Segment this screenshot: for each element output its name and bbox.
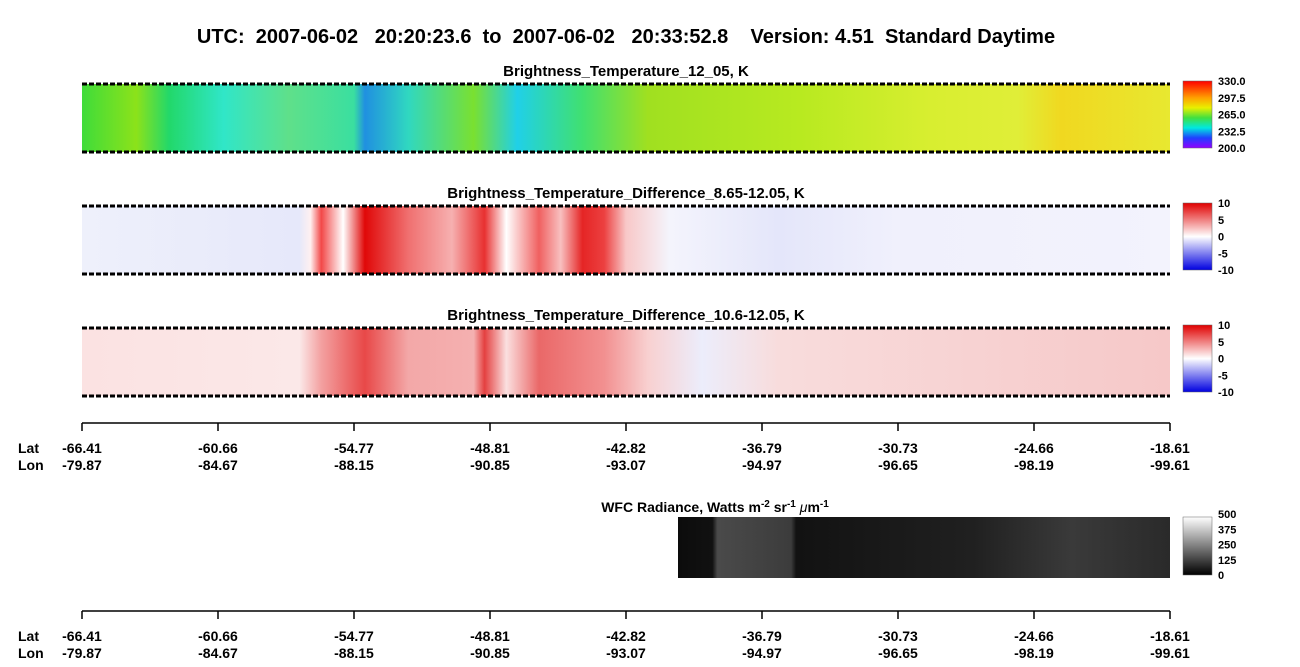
lat-tick-label: -66.41 <box>62 628 102 644</box>
colorbar-tick-label: 200.0 <box>1218 143 1246 155</box>
lat-tick-label: -54.77 <box>334 628 374 644</box>
lat-tick-label: -24.66 <box>1014 628 1054 644</box>
lon-label: Lon <box>18 457 44 473</box>
wfc-title-part: μ <box>799 499 808 515</box>
lon-tick-label: -88.15 <box>334 645 374 661</box>
colorbar-tick-label: 0 <box>1218 570 1224 582</box>
lon-tick-label: -94.97 <box>742 645 782 661</box>
lon-tick-label: -84.67 <box>198 645 238 661</box>
lon-tick-label: -99.61 <box>1150 645 1190 661</box>
page-title: UTC: 2007-06-02 20:20:23.6 to 2007-06-02… <box>197 26 1055 48</box>
colorbar-tick-label: 10 <box>1218 320 1230 332</box>
wfc-image <box>678 517 1170 578</box>
wfc-title-part: -1 <box>787 499 796 510</box>
panel-image <box>82 206 1170 274</box>
colorbar-tick-label: 500 <box>1218 509 1236 521</box>
lat-tick-label: -60.66 <box>198 628 238 644</box>
wfc-title-part: WFC Radiance, Watts m <box>601 499 761 515</box>
colorbar <box>1182 202 1213 271</box>
panel-image <box>82 84 1170 152</box>
colorbar-tick-label: -10 <box>1218 387 1234 399</box>
lon-tick-label: -90.85 <box>470 457 510 473</box>
lat-tick-label: -42.82 <box>606 628 646 644</box>
lat-tick-label: -54.77 <box>334 440 374 456</box>
lat-tick-label: -30.73 <box>878 440 918 456</box>
lat-label: Lat <box>18 440 39 456</box>
lon-tick-label: -93.07 <box>606 457 646 473</box>
panel-title: Brightness_Temperature_12_05, K <box>503 63 749 80</box>
colorbar-tick-label: -5 <box>1218 370 1228 382</box>
panel-title: Brightness_Temperature_Difference_10.6-1… <box>447 307 805 324</box>
lon-tick-label: -84.67 <box>198 457 238 473</box>
panel-title: Brightness_Temperature_Difference_8.65-1… <box>447 185 805 202</box>
lat-tick-label: -48.81 <box>470 628 510 644</box>
panel-image <box>82 328 1170 396</box>
wfc-title-part: -1 <box>820 499 829 510</box>
lat-tick-label: -60.66 <box>198 440 238 456</box>
lon-tick-label: -90.85 <box>470 645 510 661</box>
lon-tick-label: -96.65 <box>878 645 918 661</box>
colorbar-tick-label: 232.5 <box>1218 126 1246 138</box>
colorbar-tick-label: -10 <box>1218 265 1234 277</box>
lon-tick-label: -79.87 <box>62 645 102 661</box>
lon-tick-label: -93.07 <box>606 645 646 661</box>
lon-tick-label: -98.19 <box>1014 645 1054 661</box>
lon-label: Lon <box>18 645 44 661</box>
lat-label: Lat <box>18 628 39 644</box>
wfc-colorbar <box>1182 516 1213 576</box>
colorbar-tick-label: 297.5 <box>1218 93 1246 105</box>
wfc-title: WFC Radiance, Watts m-2 sr-1 μm-1 <box>601 499 829 516</box>
lon-tick-label: -79.87 <box>62 457 102 473</box>
colorbar-tick-label: 125 <box>1218 555 1236 567</box>
lat-tick-label: -36.79 <box>742 628 782 644</box>
lon-tick-label: -96.65 <box>878 457 918 473</box>
lat-tick-label: -36.79 <box>742 440 782 456</box>
colorbar-tick-label: 0 <box>1218 232 1224 244</box>
wfc-title-part: sr <box>770 499 788 515</box>
colorbar-tick-label: 265.0 <box>1218 110 1246 122</box>
colorbar <box>1182 80 1213 149</box>
colorbar <box>1182 324 1213 393</box>
lat-tick-label: -48.81 <box>470 440 510 456</box>
colorbar-tick-label: 250 <box>1218 540 1236 552</box>
colorbar-tick-label: 10 <box>1218 198 1230 210</box>
colorbar-tick-label: 5 <box>1218 337 1224 349</box>
lat-tick-label: -66.41 <box>62 440 102 456</box>
lon-tick-label: -98.19 <box>1014 457 1054 473</box>
lon-tick-label: -94.97 <box>742 457 782 473</box>
wfc-title-part: m <box>807 499 819 515</box>
lat-tick-label: -42.82 <box>606 440 646 456</box>
lon-tick-label: -88.15 <box>334 457 374 473</box>
wfc-title-part: -2 <box>761 499 770 510</box>
colorbar-tick-label: 5 <box>1218 215 1224 227</box>
colorbar-tick-label: 0 <box>1218 354 1224 366</box>
lat-tick-label: -18.61 <box>1150 440 1190 456</box>
lat-tick-label: -30.73 <box>878 628 918 644</box>
colorbar-tick-label: 330.0 <box>1218 76 1246 88</box>
colorbar-tick-label: 375 <box>1218 524 1236 536</box>
lat-tick-label: -24.66 <box>1014 440 1054 456</box>
lat-tick-label: -18.61 <box>1150 628 1190 644</box>
lon-tick-label: -99.61 <box>1150 457 1190 473</box>
colorbar-tick-label: -5 <box>1218 248 1228 260</box>
